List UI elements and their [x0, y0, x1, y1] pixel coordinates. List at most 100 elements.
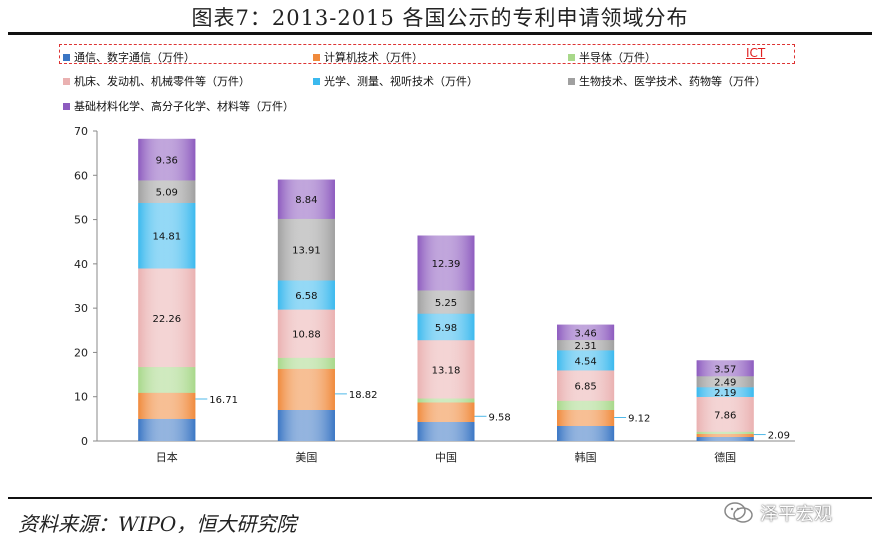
legend-item: 机床、发动机、机械零件等（万件） — [63, 73, 250, 89]
source-note: 资料来源：WIPO，恒大研究院 — [18, 512, 297, 536]
bar-segment-shade — [557, 370, 615, 401]
x-tick-label: 韩国 — [575, 450, 597, 464]
bar-segment-shade — [417, 340, 475, 399]
bar-segment-shade — [696, 360, 754, 377]
legend-item: 光学、测量、视听技术（万件） — [313, 73, 478, 89]
legend-swatch — [568, 77, 575, 85]
wechat-icon — [724, 502, 753, 523]
bar-segment-shade — [417, 421, 475, 441]
bar-data-label: 3.46 — [574, 328, 596, 339]
y-tick-label: 70 — [74, 125, 88, 138]
bar-segment-shade — [557, 425, 615, 441]
bar-segment-shade — [696, 437, 754, 441]
bar-segment-shade — [417, 235, 475, 291]
x-tick-label: 美国 — [295, 451, 317, 464]
ict-total-label: 2.09 — [768, 431, 790, 442]
bar-segment-shade — [277, 410, 335, 441]
bar-segment-shade — [277, 280, 335, 310]
bar-data-label: 7.86 — [714, 410, 736, 421]
bar-data-label: 13.18 — [432, 365, 461, 376]
bar-segment-shade — [557, 324, 615, 341]
legend-swatch — [313, 77, 320, 85]
bar-data-label: 14.81 — [152, 232, 181, 243]
bar-data-label: 6.58 — [295, 291, 317, 302]
brand-watermark: 泽平宏观 — [724, 498, 832, 528]
bar-data-label: 12.39 — [432, 259, 461, 270]
ict-total-label: 9.12 — [628, 414, 650, 425]
chart-legend: ICT 通信、数字通信（万件） 计算机技术（万件） 半导体（万件） 机床、发动机、机械… — [0, 0, 880, 120]
y-tick-label: 0 — [81, 435, 88, 448]
x-tick-label: 日本 — [156, 450, 178, 464]
bar-segment-shade — [277, 179, 335, 219]
bar-segment-shade — [138, 418, 196, 441]
brand-name: 泽平宏观 — [760, 504, 832, 525]
bar-segment-shade — [696, 433, 754, 438]
legend-item: 基础材料化学、高分子化学、材料等（万件） — [63, 98, 294, 114]
x-tick-label: 德国 — [714, 450, 736, 464]
bar-segment-shade — [417, 398, 475, 403]
legend-swatch — [63, 53, 70, 61]
bar-data-label: 2.31 — [574, 341, 596, 352]
legend-swatch — [568, 53, 575, 61]
legend-label: 光学、测量、视听技术（万件） — [324, 75, 478, 88]
top-rule — [8, 32, 872, 35]
legend-label: 半导体（万件） — [579, 51, 656, 64]
bar-data-label: 8.84 — [295, 195, 317, 206]
bar-segment-shade — [138, 392, 196, 419]
bar-segment-shade — [417, 313, 475, 341]
legend-item: 通信、数字通信（万件） — [63, 49, 195, 65]
bar-segment-shade — [557, 400, 615, 410]
y-tick-label: 50 — [74, 214, 88, 227]
bar-segment-shade — [277, 357, 335, 369]
bar-segment-shade — [696, 387, 754, 397]
bar-segment-shade — [557, 410, 615, 426]
legend-label: 机床、发动机、机械零件等（万件） — [74, 75, 250, 88]
bar-segment-shade — [138, 367, 196, 393]
y-tick-label: 30 — [74, 302, 88, 315]
legend-label: 生物技术、医学技术、药物等（万件） — [579, 75, 766, 88]
bar-segment-shade — [696, 376, 754, 388]
bar-segment-shade — [138, 268, 196, 368]
bar-data-label: 2.49 — [714, 378, 736, 389]
bar-segment-shade — [557, 340, 615, 351]
bar-data-label: 4.54 — [574, 356, 596, 367]
bar-segment-shade — [138, 180, 196, 203]
y-tick-label: 20 — [74, 346, 88, 359]
ict-total-label: 18.82 — [349, 390, 378, 401]
bar-segment-shade — [277, 218, 335, 281]
ict-total-label: 9.58 — [489, 412, 511, 423]
bar-data-label: 3.57 — [714, 364, 736, 375]
legend-label: 通信、数字通信（万件） — [74, 51, 195, 64]
bar-data-label: 13.91 — [292, 246, 321, 257]
bar-segment-shade — [138, 202, 196, 269]
y-tick-label: 60 — [74, 169, 88, 182]
bar-segment-shade — [557, 350, 615, 371]
legend-label: 基础材料化学、高分子化学、材料等（万件） — [74, 100, 294, 113]
y-tick-label: 10 — [74, 391, 88, 404]
bar-segment-shade — [277, 309, 335, 358]
bar-data-label: 5.25 — [435, 298, 457, 309]
figure-title: 图表7：2013-2015 各国公示的专利申请领域分布 — [191, 6, 689, 30]
bar-data-label: 6.85 — [574, 382, 596, 393]
bar-data-label: 2.19 — [714, 388, 736, 399]
bar-segment-shade — [696, 431, 754, 434]
legend-ict-tag: ICT — [746, 46, 766, 60]
legend-swatch — [313, 53, 320, 61]
bar-segment-shade — [417, 402, 475, 422]
bar-data-label: 9.36 — [156, 156, 178, 167]
legend-item: 计算机技术（万件） — [313, 49, 423, 65]
bar-data-label: 10.88 — [292, 330, 321, 341]
bar-data-label: 5.98 — [435, 323, 457, 334]
bar-segment-shade — [277, 368, 335, 410]
x-tick-label: 中国 — [435, 451, 457, 464]
legend-swatch — [63, 77, 70, 85]
ict-total-label: 16.71 — [209, 395, 238, 406]
legend-item: 半导体（万件） — [568, 49, 656, 65]
bar-data-label: 22.26 — [152, 314, 181, 325]
bar-data-label: 5.09 — [156, 188, 178, 199]
bottom-rule — [8, 497, 872, 499]
y-tick-label: 40 — [74, 258, 88, 271]
bar-segment-shade — [138, 138, 196, 181]
bar-segment-shade — [417, 290, 475, 314]
